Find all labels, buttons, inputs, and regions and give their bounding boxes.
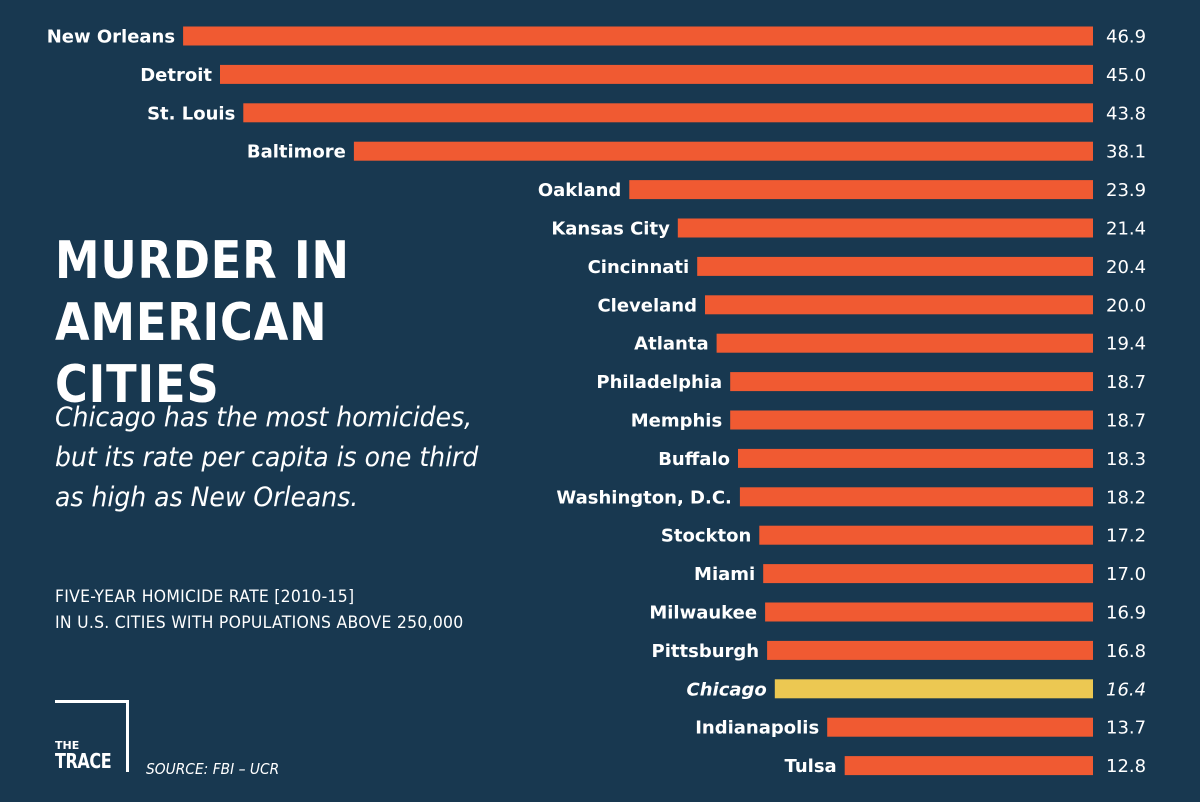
bar-row-chicago: Chicago 16.4: [687, 679, 1146, 700]
bar-new-orleans: [183, 26, 1094, 46]
bar-baltimore: [353, 141, 1093, 161]
city-label-chicago: Chicago: [687, 679, 767, 700]
the-trace-logo: THE TRACE: [55, 700, 129, 772]
bar-buffalo: [738, 448, 1093, 468]
bar-row-pittsburgh: Pittsburgh 16.8: [652, 640, 1146, 662]
value-label-atlanta: 19.4: [1106, 334, 1146, 355]
bar-row-st-louis: St. Louis 43.8: [147, 103, 1146, 124]
bar-row-washington-d-c: Washington, D.C. 18.2: [556, 487, 1146, 508]
source-note: SOURCE: FBI – UCR: [146, 760, 280, 778]
bar-pittsburgh: [767, 640, 1093, 660]
city-label-cincinnati: Cincinnati: [588, 257, 690, 278]
bar-detroit: [220, 64, 1093, 84]
value-label-detroit: 45.0: [1106, 65, 1146, 86]
logo-text-trace: TRACE: [55, 749, 112, 773]
city-label-baltimore: Baltimore: [247, 142, 346, 163]
city-label-oakland: Oakland: [538, 180, 621, 201]
value-label-stockton: 17.2: [1106, 526, 1146, 547]
value-label-miami: 17.0: [1106, 564, 1146, 585]
bar-row-milwaukee: Milwaukee 16.9: [649, 602, 1146, 624]
value-label-oakland: 23.9: [1106, 180, 1146, 201]
value-label-memphis: 18.7: [1106, 411, 1146, 432]
chart-note: FIVE-YEAR HOMICIDE RATE [2010-15] IN U.S…: [55, 584, 533, 636]
bar-row-new-orleans: New Orleans 46.9: [47, 26, 1146, 48]
bar-philadelphia: [730, 372, 1093, 392]
bar-washington-d-c: [739, 487, 1093, 507]
city-label-tulsa: Tulsa: [785, 756, 837, 777]
bar-chicago: [774, 679, 1093, 699]
city-label-buffalo: Buffalo: [658, 449, 730, 470]
bar-row-indianapolis: Indianapolis 13.7: [695, 717, 1146, 739]
value-label-baltimore: 38.1: [1106, 142, 1146, 163]
bar-row-philadelphia: Philadelphia 18.7: [596, 372, 1146, 393]
value-label-st-louis: 43.8: [1106, 103, 1146, 124]
bar-row-memphis: Memphis 18.7: [631, 410, 1146, 432]
note-line-1: FIVE-YEAR HOMICIDE RATE [2010-15]: [55, 587, 355, 607]
bar-row-detroit: Detroit 45.0: [140, 64, 1146, 86]
city-label-washington-d-c: Washington, D.C.: [556, 487, 731, 508]
city-label-stockton: Stockton: [661, 526, 751, 547]
city-label-milwaukee: Milwaukee: [649, 603, 757, 624]
bar-row-baltimore: Baltimore 38.1: [247, 141, 1146, 163]
bar-row-cincinnati: Cincinnati 20.4: [588, 256, 1146, 278]
bar-row-cleveland: Cleveland 20.0: [597, 295, 1146, 316]
bar-row-buffalo: Buffalo 18.3: [658, 448, 1146, 470]
bar-tulsa: [844, 756, 1093, 776]
value-label-new-orleans: 46.9: [1106, 27, 1146, 48]
bar-row-stockton: Stockton 17.2: [661, 525, 1146, 547]
city-label-st-louis: St. Louis: [147, 103, 235, 124]
city-label-indianapolis: Indianapolis: [695, 718, 819, 739]
city-label-memphis: Memphis: [631, 411, 722, 432]
value-label-pittsburgh: 16.8: [1106, 641, 1146, 662]
bar-row-miami: Miami 17.0: [694, 564, 1146, 585]
bar-cincinnati: [697, 256, 1093, 276]
bar-cleveland: [705, 295, 1093, 315]
bar-indianapolis: [827, 717, 1093, 737]
bar-miami: [763, 564, 1093, 584]
city-label-pittsburgh: Pittsburgh: [652, 641, 760, 662]
bar-row-atlanta: Atlanta 19.4: [634, 333, 1146, 355]
bar-row-oakland: Oakland 23.9: [538, 180, 1146, 201]
bar-atlanta: [716, 333, 1093, 353]
bar-row-kansas-city: Kansas City 21.4: [551, 218, 1146, 240]
value-label-milwaukee: 16.9: [1106, 603, 1146, 624]
chart-title: MURDER IN AMERICAN CITIES: [55, 231, 350, 415]
value-label-kansas-city: 21.4: [1106, 219, 1146, 240]
chart-subtitle: Chicago has the most homicides, but its …: [55, 402, 479, 513]
city-label-cleveland: Cleveland: [597, 295, 697, 316]
bar-kansas-city: [677, 218, 1093, 238]
bar-oakland: [629, 180, 1093, 200]
city-label-miami: Miami: [694, 564, 755, 585]
city-label-philadelphia: Philadelphia: [596, 372, 722, 393]
value-label-tulsa: 12.8: [1106, 756, 1146, 777]
city-label-atlanta: Atlanta: [634, 334, 708, 355]
bar-memphis: [730, 410, 1093, 430]
value-label-cincinnati: 20.4: [1106, 257, 1146, 278]
value-label-buffalo: 18.3: [1106, 449, 1146, 470]
value-label-philadelphia: 18.7: [1106, 372, 1146, 393]
logo-text-the: THE: [55, 739, 80, 752]
value-label-cleveland: 20.0: [1106, 295, 1146, 316]
bar-milwaukee: [765, 602, 1093, 622]
bar-row-tulsa: Tulsa 12.8: [785, 756, 1146, 777]
city-label-kansas-city: Kansas City: [551, 219, 670, 240]
note-line-2: IN U.S. CITIES WITH POPULATIONS ABOVE 25…: [55, 613, 464, 633]
bar-stockton: [759, 525, 1093, 545]
city-label-detroit: Detroit: [140, 65, 212, 86]
city-label-new-orleans: New Orleans: [47, 27, 175, 48]
value-label-indianapolis: 13.7: [1106, 718, 1146, 739]
value-label-washington-d-c: 18.2: [1106, 487, 1146, 508]
value-label-chicago: 16.4: [1106, 679, 1146, 700]
bar-st-louis: [243, 103, 1094, 123]
